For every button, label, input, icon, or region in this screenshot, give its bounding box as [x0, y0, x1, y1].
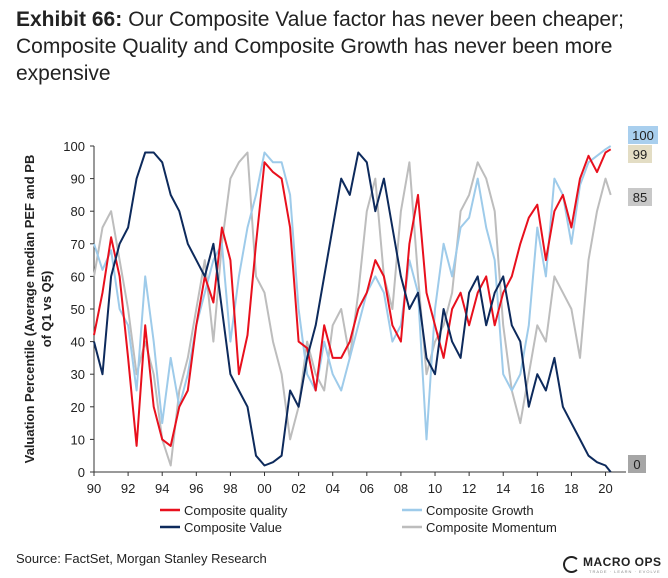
legend-label-quality: Composite quality: [184, 503, 288, 518]
macro-ops-logo: MACRO OPS TRADE · LEARN · EVOLVE: [563, 553, 663, 575]
end-value-label-momentum: 85: [633, 190, 647, 205]
y-tick-label: 60: [71, 269, 85, 284]
end-value-label-growth: 100: [632, 128, 654, 143]
logo-name: MACRO OPS: [583, 555, 662, 569]
x-tick-label: 14: [496, 481, 510, 496]
y-tick-label: 50: [71, 302, 85, 317]
end-value-label-value: 0: [633, 457, 640, 472]
x-tick-label: 00: [257, 481, 271, 496]
legend-label-momentum: Composite Momentum: [426, 520, 557, 535]
series-line-momentum: [93, 151, 612, 467]
y-tick-label: 30: [71, 367, 85, 382]
y-tick-label: 40: [71, 335, 85, 350]
logo-tagline: TRADE · LEARN · EVOLVE: [589, 569, 661, 574]
y-axis-label-line2: of Q1 vs Q5): [39, 271, 54, 348]
x-tick-label: 08: [394, 481, 408, 496]
x-tick-label: 98: [223, 481, 237, 496]
x-tick-label: 92: [121, 481, 135, 496]
series-line-growth: [93, 145, 612, 441]
series-line-quality: [93, 148, 612, 447]
x-tick-label: 16: [530, 481, 544, 496]
logo-ring-icon: [563, 556, 580, 573]
y-tick-label: 20: [71, 400, 85, 415]
y-tick-label: 10: [71, 432, 85, 447]
y-tick-label: 100: [63, 139, 85, 154]
legend-label-growth: Composite Growth: [426, 503, 534, 518]
end-value-badge-quality: [628, 145, 652, 163]
x-tick-label: 04: [325, 481, 339, 496]
exhibit-title-text: Our Composite Value factor has never bee…: [16, 8, 624, 85]
y-tick-label: 90: [71, 172, 85, 187]
y-tick-label: 0: [78, 465, 85, 480]
x-tick-label: 20: [598, 481, 612, 496]
legend-label-value: Composite Value: [184, 520, 282, 535]
y-tick-label: 80: [71, 204, 85, 219]
x-tick-label: 96: [189, 481, 203, 496]
x-tick-label: 90: [87, 481, 101, 496]
x-tick-label: 10: [428, 481, 442, 496]
exhibit-label: Exhibit 66:: [16, 8, 123, 31]
x-tick-label: 94: [155, 481, 169, 496]
y-tick-label: 70: [71, 237, 85, 252]
end-value-label-quality: 99: [633, 147, 647, 162]
x-tick-label: 02: [291, 481, 305, 496]
exhibit-title: Exhibit 66: Our Composite Value factor ha…: [16, 6, 656, 87]
series-line-value: [93, 151, 612, 473]
x-tick-label: 18: [564, 481, 578, 496]
end-value-badge-momentum: [628, 188, 652, 206]
x-tick-label: 06: [360, 481, 374, 496]
y-axis-label-line1: Valuation Percentile (Average median PEF…: [22, 155, 37, 464]
source-note: Source: FactSet, Morgan Stanley Research: [16, 551, 267, 566]
x-tick-label: 12: [462, 481, 476, 496]
end-value-badge-growth: [628, 126, 658, 144]
end-value-badge-value: [628, 455, 646, 473]
